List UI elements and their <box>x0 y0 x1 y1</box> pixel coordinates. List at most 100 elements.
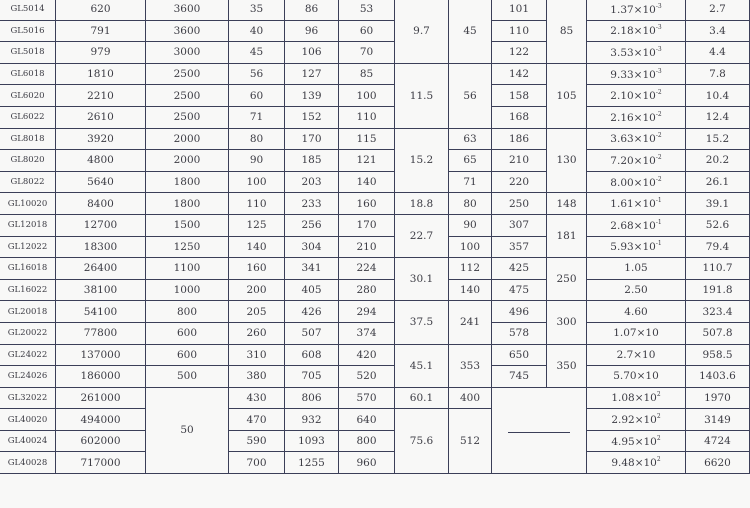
table-cell: 86 <box>284 0 339 21</box>
table-cell: 341 <box>284 257 339 280</box>
table-cell: 160 <box>338 192 395 215</box>
exponent: -2 <box>655 153 662 161</box>
table-cell: 170 <box>338 213 395 237</box>
model-cell: GL12022 <box>0 235 56 259</box>
model-cell: GL5016 <box>0 19 56 43</box>
table-row: GL8018 3920 2000 80 170 115 15.2 63 186 130 3.63×1… <box>0 127 750 194</box>
model-cell: GL5018 <box>0 41 56 64</box>
table-cell: 608 <box>284 343 339 367</box>
model-cell: GL10020 <box>0 192 56 215</box>
table-cell: 600 <box>145 321 229 345</box>
exponent: 2 <box>656 434 661 442</box>
table-cell: 620 <box>55 0 146 21</box>
table-cell: 85 <box>338 62 395 86</box>
table-cell: 170 <box>284 127 339 151</box>
table-cell: 60 <box>228 84 285 107</box>
table-cell: 79.4 <box>685 235 750 259</box>
table-cell: 960 <box>338 451 395 475</box>
mantissa: 8.00×10 <box>610 176 656 189</box>
table-cell: 9.7 <box>394 0 449 64</box>
table-cell: 1.37×10-3 <box>586 0 686 21</box>
table-cell: 310 <box>228 343 285 367</box>
table-cell: 304 <box>284 235 339 259</box>
table-cell: 38100 <box>55 278 146 302</box>
model-cell: GL8018 <box>0 127 56 151</box>
mantissa: 3.53×10 <box>610 46 656 59</box>
table-cell: 405 <box>284 278 339 302</box>
exponent: 2 <box>656 391 661 399</box>
table-cell: 5.70×10 <box>586 365 686 388</box>
table-cell: 181 <box>546 213 587 259</box>
table-row: GL5016 791 3600 40 96 60 110 2.18×10-3 3.4 <box>0 19 750 43</box>
table-cell: 127 <box>284 62 339 86</box>
mantissa: 9.33×10 <box>610 68 656 81</box>
table-cell: 220 <box>491 170 547 194</box>
table-cell: 39.1 <box>685 192 750 215</box>
table-cell: 75.6 <box>394 408 449 475</box>
table-cell: 186 <box>491 127 547 151</box>
table-cell: 806 <box>284 386 339 410</box>
table-cell: 71 <box>448 170 492 194</box>
model-cell: GL40024 <box>0 429 56 453</box>
table-cell: 77800 <box>55 321 146 345</box>
table-cell: 1.08×102 <box>586 386 686 410</box>
table-cell: 71 <box>228 105 285 129</box>
table-cell: 400 <box>448 386 492 410</box>
table-cell: 85 <box>546 0 587 64</box>
table-cell: 2000 <box>145 127 229 151</box>
table-cell: 4.95×102 <box>586 429 686 453</box>
table-cell: 745 <box>491 365 547 388</box>
table-cell: 12700 <box>55 213 146 237</box>
table-cell: 2.68×10-1 <box>586 213 686 237</box>
table-cell: 570 <box>338 386 395 410</box>
model-cell: GL8020 <box>0 149 56 172</box>
table-cell: 2000 <box>145 149 229 172</box>
table-cell: 3000 <box>145 41 229 64</box>
exponent: -1 <box>655 218 662 226</box>
table-cell: 6620 <box>685 451 750 475</box>
table-cell: 1.07×10 <box>586 321 686 345</box>
table-cell: 45 <box>448 0 492 64</box>
table-row: GL6020 2210 2500 60 139 100 158 2.10×10-2 10.4 <box>0 84 750 107</box>
table-cell: 45.1 <box>394 343 449 388</box>
table-cell: 60 <box>338 19 395 43</box>
table-cell: 1250 <box>145 235 229 259</box>
table-cell: 2.10×10-2 <box>586 84 686 107</box>
table-row: GL20018 54100 800 205 426 294 37.5 241 496 300 4.6… <box>0 300 750 345</box>
table-cell: 168 <box>491 105 547 129</box>
table-cell: 430 <box>228 386 285 410</box>
table-row: GL12022 18300 1250 140 304 210 100 357 5.93×10-1… <box>0 235 750 259</box>
table-cell: 139 <box>284 84 339 107</box>
table-cell: 300 <box>546 300 587 345</box>
table-cell: 791 <box>55 19 146 43</box>
table-cell: 4800 <box>55 149 146 172</box>
table-cell: 130 <box>546 127 587 194</box>
table-cell: 15.2 <box>394 127 449 194</box>
mantissa: 4.95×10 <box>611 435 657 448</box>
table-cell: 12.4 <box>685 105 750 129</box>
exponent: -2 <box>655 110 662 118</box>
table-cell: 475 <box>491 278 547 302</box>
table-cell: 500 <box>145 365 229 388</box>
table-cell: 1093 <box>284 429 339 453</box>
table-cell: 70 <box>338 41 395 64</box>
table-cell: 1810 <box>55 62 146 86</box>
table-cell: 140 <box>448 278 492 302</box>
table-row: GL16022 38100 1000 200 405 280 140 475 2.50 191.8 <box>0 278 750 302</box>
table-cell: 590 <box>228 429 285 453</box>
table-row: GL8022 5640 1800 100 203 140 71 220 8.00×10-2 26.… <box>0 170 750 194</box>
table-cell: 250 <box>546 257 587 302</box>
table-cell: 233 <box>284 192 339 215</box>
exponent: -3 <box>655 45 662 53</box>
table-cell: 353 <box>448 343 492 388</box>
model-cell: GL20022 <box>0 321 56 345</box>
table-cell: 979 <box>55 41 146 64</box>
table-cell: 210 <box>338 235 395 259</box>
table-cell: 1000 <box>145 278 229 302</box>
table-cell: 110 <box>491 19 547 43</box>
table-cell: 90 <box>228 149 285 172</box>
table-cell: 3149 <box>685 408 750 431</box>
table-cell: 1100 <box>145 257 229 280</box>
table-cell: 101 <box>491 0 547 21</box>
table-row: GL40024 602000 590 1093 800 4.95×102 4724 <box>0 429 750 453</box>
